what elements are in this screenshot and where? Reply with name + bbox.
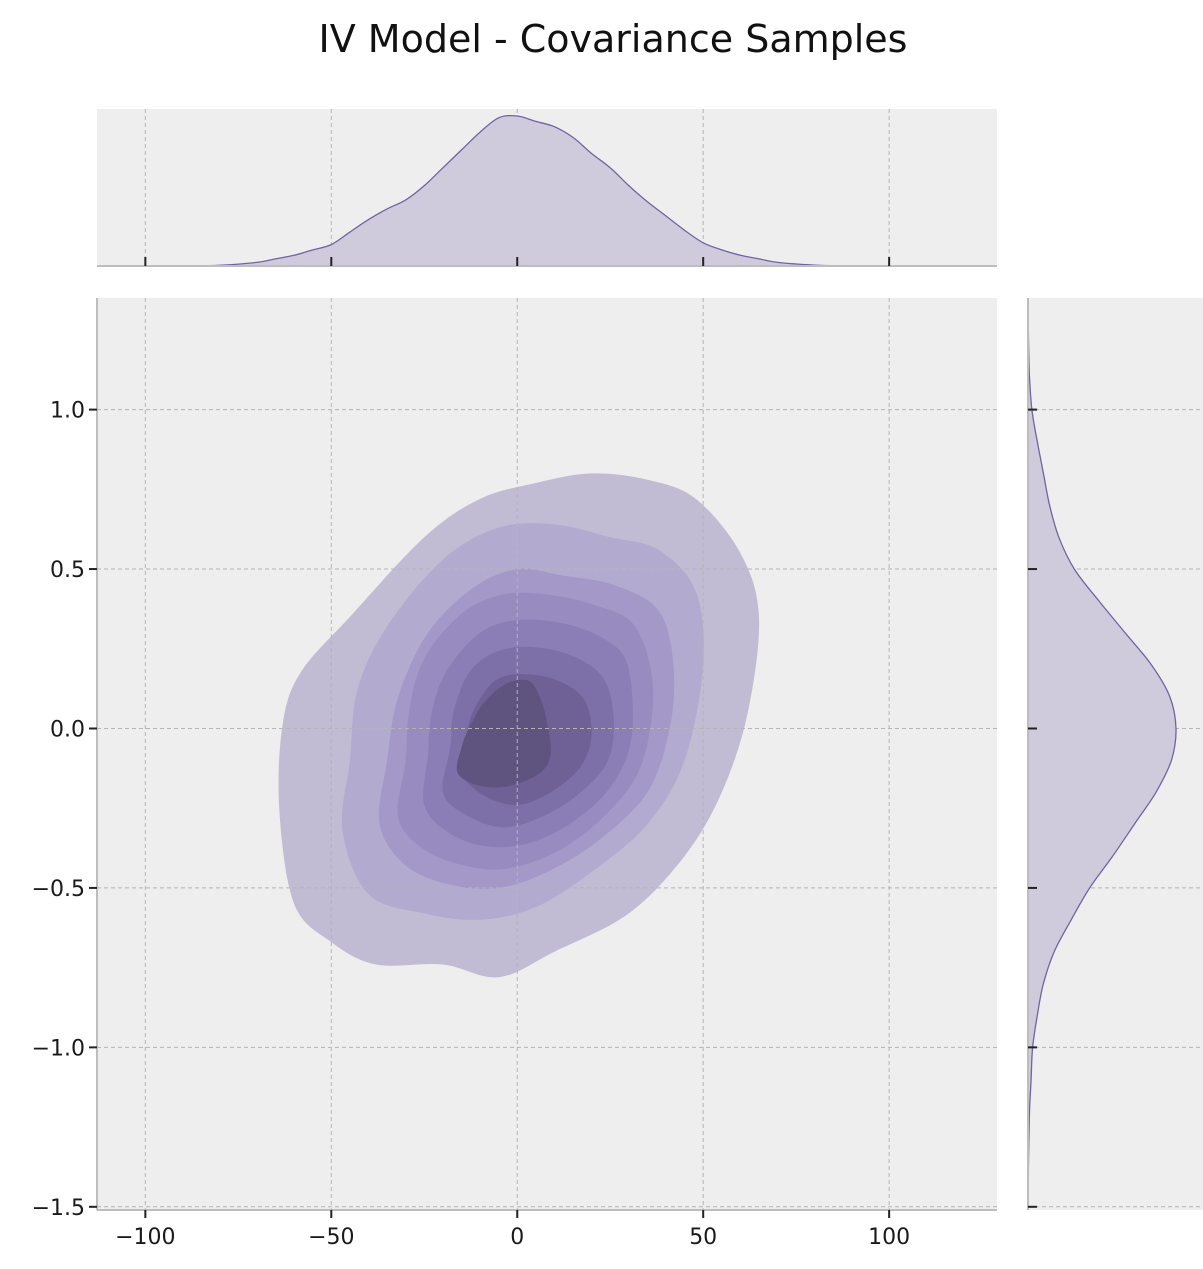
top-marginal-ticks <box>144 257 891 266</box>
y-tick-label: −1.5 <box>32 1196 85 1221</box>
x-tick-label: −50 <box>308 1225 354 1250</box>
kde-contours <box>278 473 760 978</box>
right-marginal-ticks <box>1028 408 1037 1208</box>
y-tick-label: 1.0 <box>50 399 85 424</box>
y-tick-label: −0.5 <box>32 877 85 902</box>
contour-level-8 <box>456 679 552 788</box>
y-tick-label: −1.0 <box>32 1036 85 1061</box>
x-marginal-density <box>108 114 994 267</box>
y-marginal-density <box>1027 313 1177 1207</box>
x-axis-ticks: −100 −50 0 50 100 <box>115 1210 910 1250</box>
chart-title: IV Model - Covariance Samples <box>319 17 908 61</box>
y-tick-label: 0.5 <box>50 558 85 583</box>
y-axis-ticks: −1.5 −1.0 −0.5 0.0 0.5 1.0 <box>32 399 97 1221</box>
top-marginal-panel <box>97 109 997 267</box>
x-tick-label: 0 <box>510 1225 524 1250</box>
main-joint-panel: −100 −50 0 50 100 −1.5 −1.0 −0.5 0.0 0.5 1.0 <box>32 298 997 1250</box>
x-tick-label: −100 <box>115 1225 175 1250</box>
y-tick-label: 0.0 <box>50 717 85 742</box>
right-marginal-panel <box>1027 298 1203 1210</box>
x-tick-label: 50 <box>689 1225 717 1250</box>
x-tick-label: 100 <box>868 1225 910 1250</box>
main-panel-grid <box>97 298 997 1210</box>
